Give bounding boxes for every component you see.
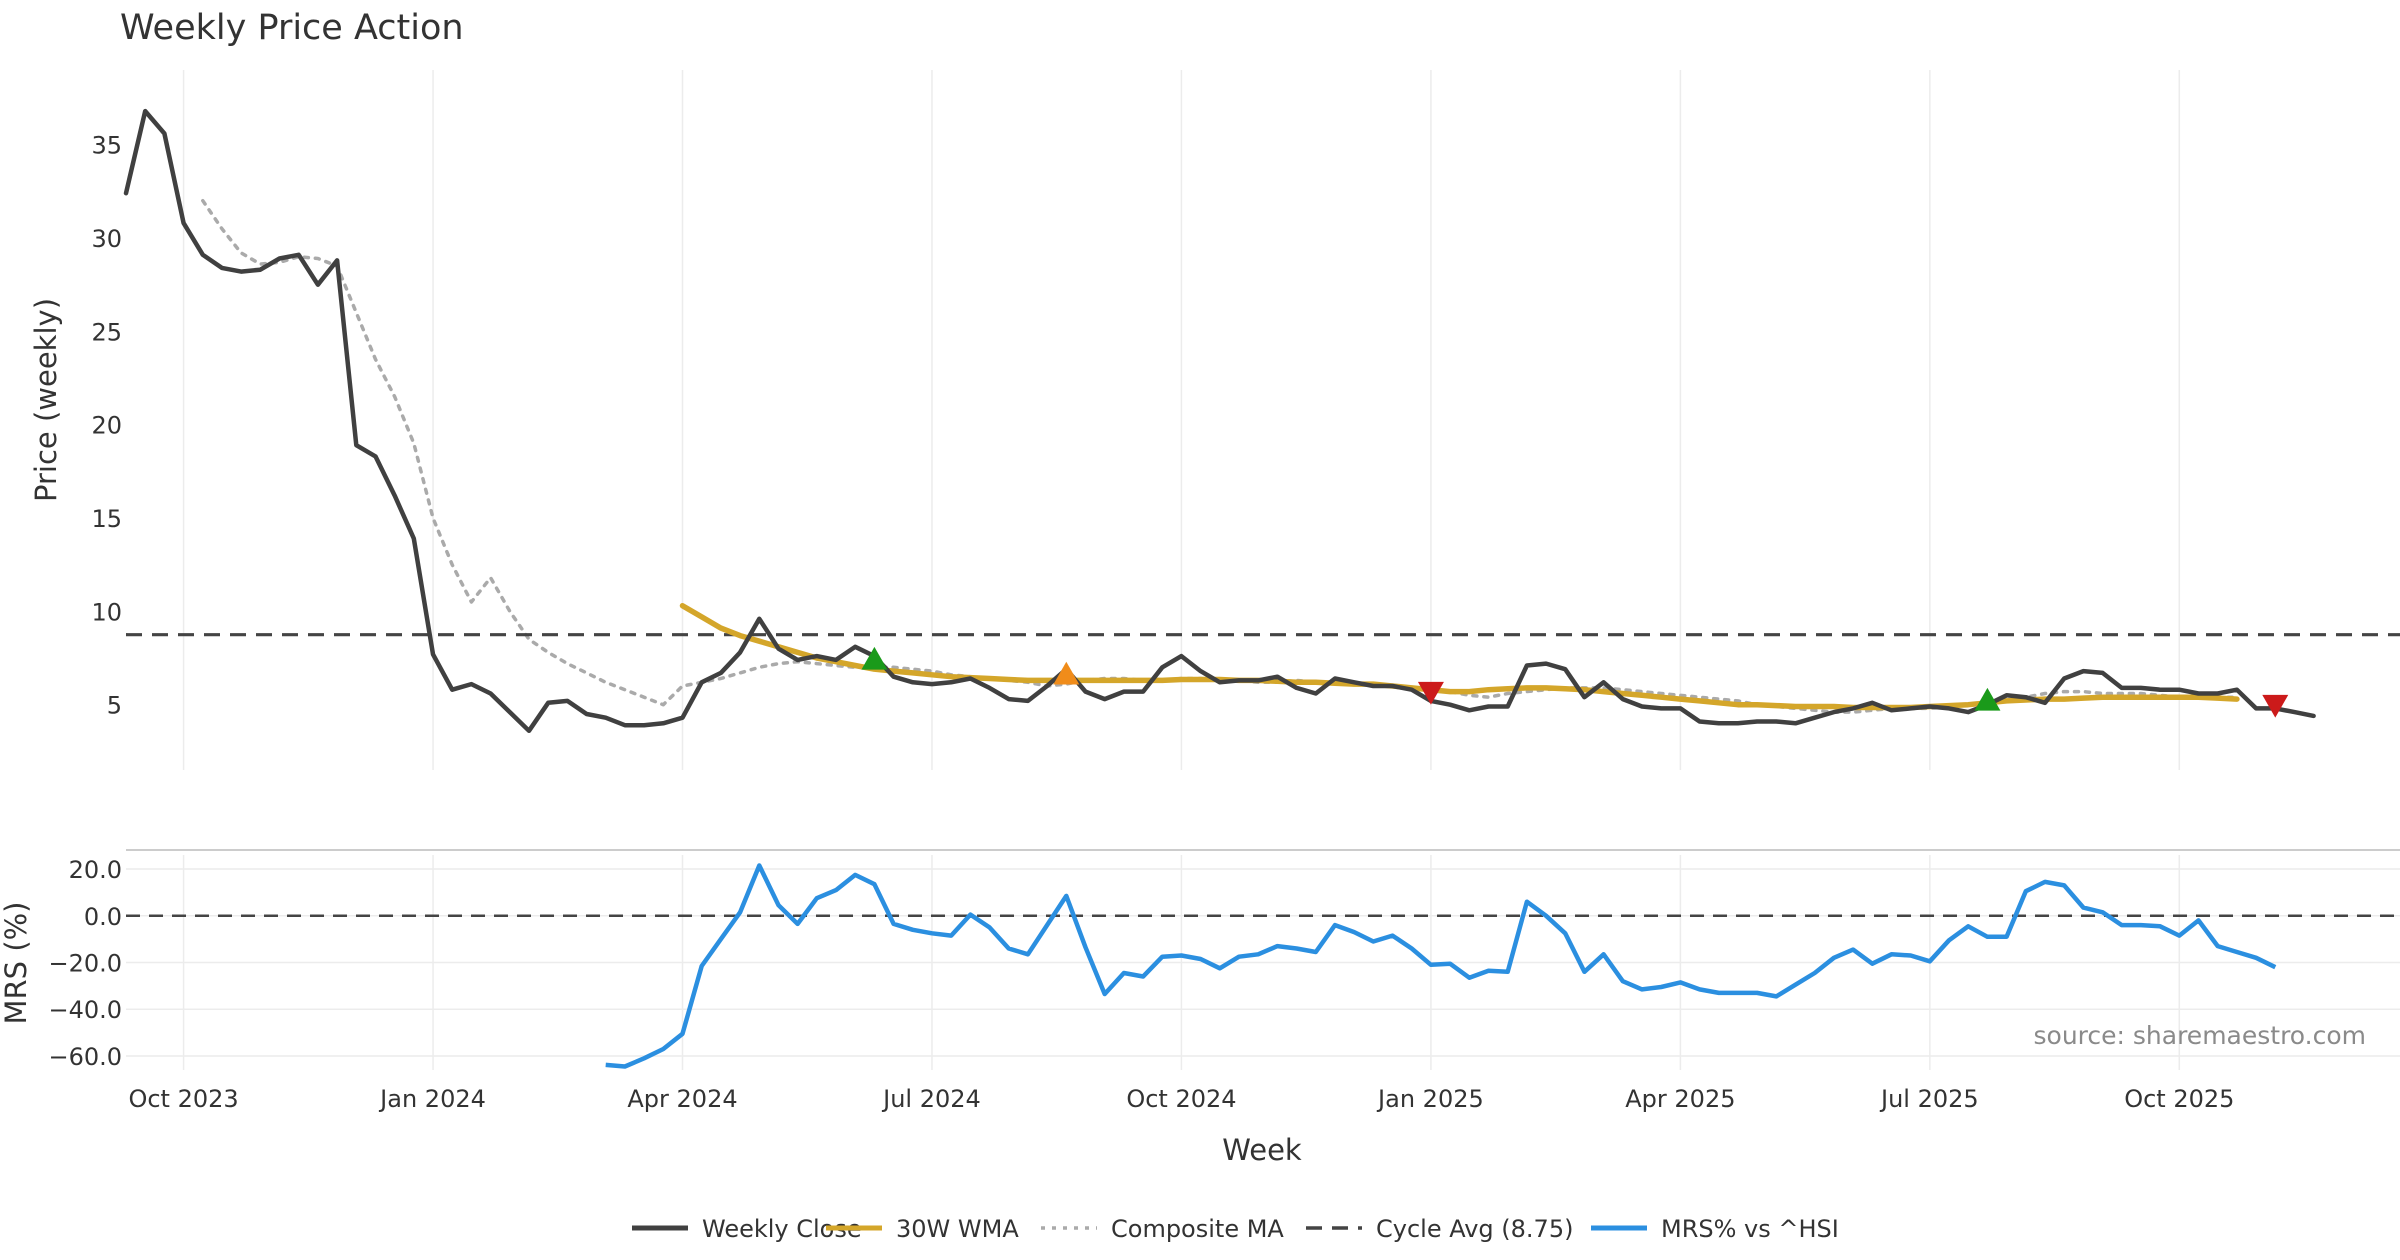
- price-y-tick-label: 5: [107, 692, 122, 720]
- legend-item-30w-wma: 30W WMA: [826, 1215, 1019, 1243]
- x-tick-label: Apr 2024: [627, 1085, 737, 1113]
- vertical-gridlines: [182, 70, 2181, 1070]
- series-mrs-vs-hsi: [605, 863, 2277, 1069]
- x-tick-label: Jul 2024: [881, 1085, 981, 1113]
- legend: Weekly Close 30W WMA Composite MA Cycle Avg…: [632, 1215, 1839, 1243]
- x-tick-label: Jul 2025: [1879, 1085, 1979, 1113]
- x-tick-label: Jan 2025: [1376, 1085, 1484, 1113]
- x-tick-labels: Oct 2023 Jan 2024 Apr 2024 Jul 2024 Oct 2024…: [128, 1085, 2234, 1113]
- mrs-y-tick-label: −40.0: [48, 996, 122, 1024]
- mrs-y-tick-label: −60.0: [48, 1043, 122, 1071]
- buy-signal-marker: [1053, 661, 1080, 685]
- price-y-ticks: 5 10 15 20 25 30 35: [91, 132, 122, 720]
- x-axis-label: Week: [1222, 1133, 1302, 1167]
- x-tick-label: Oct 2025: [2124, 1085, 2234, 1113]
- buy-signal-marker: [1974, 687, 2001, 711]
- price-y-tick-label: 10: [91, 598, 122, 626]
- price-y-tick-label: 15: [91, 505, 122, 533]
- legend-item-cycle-avg-8-75: Cycle Avg (8.75): [1306, 1215, 1573, 1243]
- x-tick-label: Oct 2024: [1126, 1085, 1236, 1113]
- mrs-y-tick-label: 20.0: [69, 856, 122, 884]
- x-tick-label: Apr 2025: [1625, 1085, 1735, 1113]
- series-weekly-close: [123, 108, 2316, 734]
- mrs-y-ticks: 20.0 0.0 −20.0 −40.0 −60.0: [48, 856, 122, 1071]
- price-y-tick-label: 25: [91, 318, 122, 346]
- legend-label: MRS% vs ^HSI: [1661, 1215, 1839, 1243]
- x-tick-label: Oct 2023: [128, 1085, 238, 1113]
- legend-label: 30W WMA: [896, 1215, 1019, 1243]
- legend-item-composite-ma: Composite MA: [1041, 1215, 1284, 1243]
- series-30w-wma: [679, 602, 2240, 711]
- mrs-series: [126, 863, 2400, 1069]
- price-y-tick-label: 35: [91, 132, 122, 160]
- mrs-y-tick-label: −20.0: [48, 950, 122, 978]
- x-tick-label: Jan 2024: [378, 1085, 486, 1113]
- source-note: source: sharemaestro.com: [2034, 1021, 2367, 1050]
- legend-label: Cycle Avg (8.75): [1376, 1215, 1573, 1243]
- mrs-y-tick-label: 0.0: [84, 903, 122, 931]
- price-series: [123, 108, 2400, 734]
- sell-signal-marker: [1417, 681, 1444, 705]
- legend-label: Composite MA: [1111, 1215, 1284, 1243]
- price-y-axis-label: Price (weekly): [29, 298, 63, 502]
- signal-markers: [861, 646, 2289, 718]
- price-y-tick-label: 30: [91, 225, 122, 253]
- legend-item-mrs-vs-hsi: MRS% vs ^HSI: [1591, 1215, 1839, 1243]
- mrs-y-axis-label: MRS (%): [0, 902, 33, 1025]
- buy-signal-marker: [861, 646, 888, 670]
- sell-signal-marker: [2262, 694, 2289, 718]
- price-y-tick-label: 20: [91, 412, 122, 440]
- chart-title: Weekly Price Action: [120, 8, 464, 48]
